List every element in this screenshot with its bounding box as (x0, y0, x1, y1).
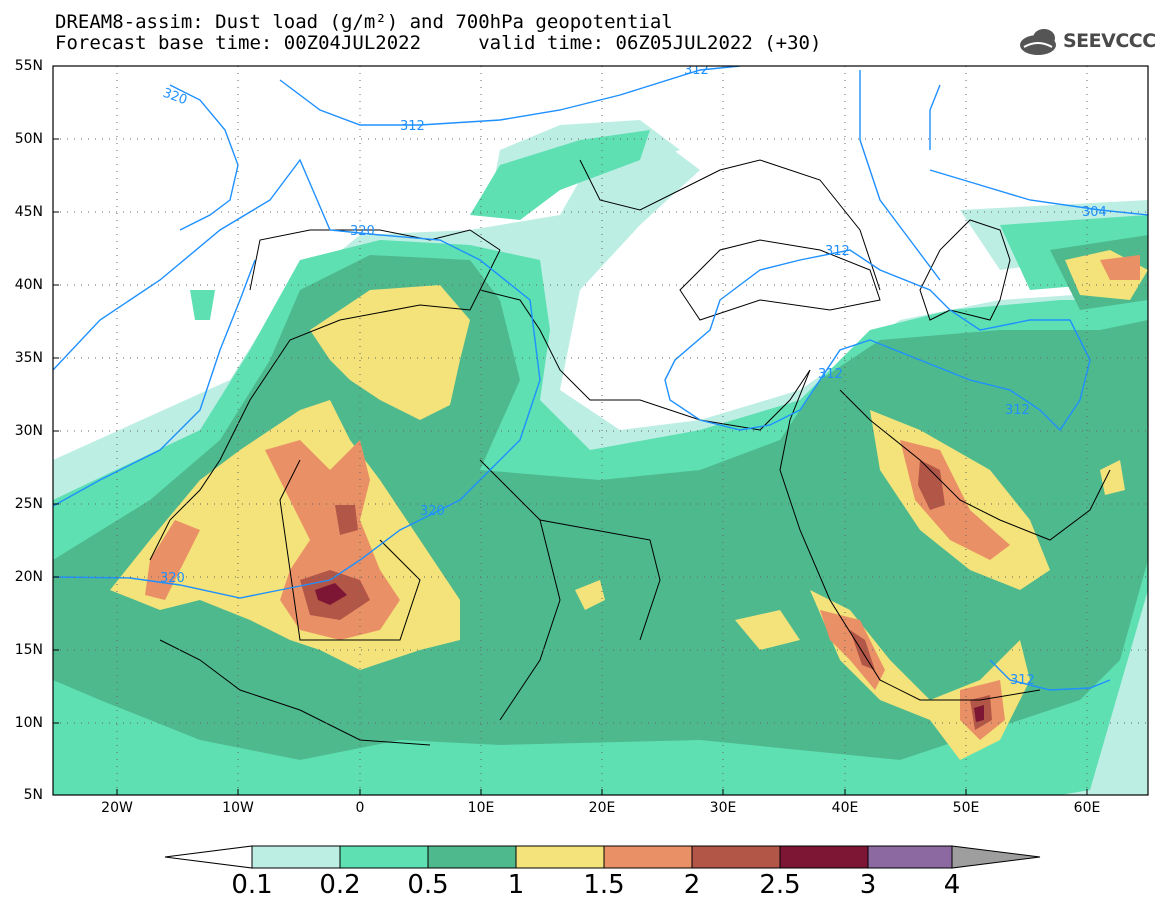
lat-label: 20N (14, 569, 43, 585)
contour-label: 320 (160, 571, 185, 586)
colorbar-label: 4 (943, 870, 961, 900)
colorbar-swatch (603, 845, 693, 869)
map-title-line2: Forecast base time: 00Z04JUL2022 valid t… (55, 32, 822, 54)
lon-label: 50E (952, 800, 980, 816)
colorbar-label: 1 (507, 870, 525, 900)
contour-label: 312 (1010, 673, 1035, 688)
dust-field: 320 320 320 320 312 312 312 312 312 312 … (53, 63, 1148, 795)
lon-label: 10E (467, 800, 495, 816)
colorbar-swatch (867, 845, 953, 869)
colorbar-swatch (339, 845, 429, 869)
lat-label: 55N (14, 58, 43, 74)
colorbar-label: 0.5 (407, 870, 449, 900)
lon-label: 60E (1073, 800, 1101, 816)
colorbar-swatch (779, 845, 869, 869)
lon-label: 10W (222, 800, 254, 816)
colorbar-label: 1.5 (583, 870, 625, 900)
colorbar-label: 2.5 (759, 870, 801, 900)
lon-label: 20W (101, 800, 133, 816)
contour-label: 312 (684, 63, 709, 78)
lon-label: 30E (709, 800, 737, 816)
map-title-line1: DREAM8-assim: Dust load (g/m²) and 700hP… (55, 11, 673, 33)
lat-label: 35N (14, 350, 43, 366)
axis-ticks (53, 138, 1088, 795)
colorbar-swatch (691, 845, 781, 869)
lon-label: 20E (588, 800, 616, 816)
colorbar-swatch (251, 845, 341, 869)
lat-label: 40N (14, 277, 43, 293)
colorbar-label: 0.2 (319, 870, 361, 900)
geopotential-contours (53, 66, 1148, 691)
colorbar-swatch (515, 845, 605, 869)
contour-label: 312 (400, 119, 425, 134)
lat-label: 5N (23, 787, 43, 803)
colorbar (164, 845, 1041, 869)
lat-label: 15N (14, 642, 43, 658)
logo-text: SEEVCCC (1063, 30, 1156, 52)
colorbar-label: 0.1 (231, 870, 273, 900)
contour-label: 320 (420, 504, 445, 519)
colorbar-label: 2 (683, 870, 701, 900)
contour-label: 312 (1005, 403, 1030, 418)
colorbar-label: 3 (859, 870, 877, 900)
lon-label: 40E (831, 800, 859, 816)
lat-label: 50N (14, 131, 43, 147)
lat-label: 25N (14, 496, 43, 512)
lat-label: 45N (14, 204, 43, 220)
contour-label: 320 (350, 224, 375, 239)
coastlines (149, 159, 1111, 746)
contour-label: 312 (818, 367, 843, 382)
cloud-logo-icon (1020, 29, 1056, 55)
lat-label: 30N (14, 423, 43, 439)
graticule (53, 66, 1148, 795)
colorbar-swatch (427, 845, 517, 869)
lat-label: 10N (14, 715, 43, 731)
contour-label: 312 (825, 244, 850, 259)
contour-label: 304 (1082, 205, 1107, 220)
lon-label: 0 (355, 800, 365, 816)
